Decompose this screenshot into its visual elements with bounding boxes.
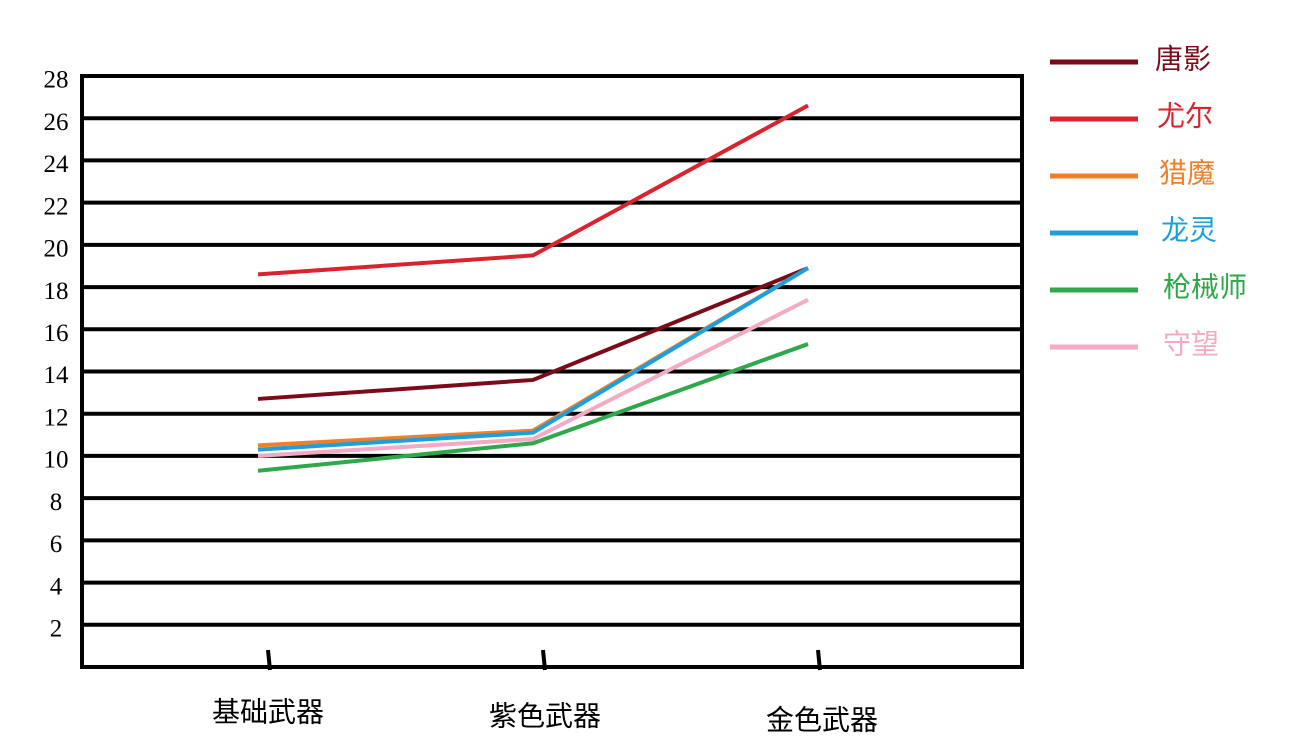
x-tick-label: 紫色武器	[489, 700, 601, 732]
y-tick-label: 4	[50, 573, 63, 600]
y-tick-label: 18	[44, 278, 69, 305]
y-tick-label: 26	[44, 109, 69, 136]
legend-label: 守望	[1163, 328, 1219, 360]
y-tick-label: 16	[44, 320, 69, 347]
x-tick-label: 基础武器	[212, 696, 324, 728]
line	[257, 266, 809, 401]
y-tick-label: 10	[44, 447, 69, 474]
legend-label: 猎魔	[1159, 157, 1215, 189]
y-tick-label: 2	[50, 616, 63, 643]
line	[257, 266, 810, 448]
legend-label: 唐影	[1155, 43, 1211, 75]
line	[257, 297, 809, 458]
y-tick-label: 28	[44, 67, 69, 94]
y-tick-label: 12	[44, 404, 69, 431]
y-tick-label: 20	[44, 236, 69, 263]
line	[257, 103, 809, 277]
x-tick	[541, 649, 547, 671]
y-tick-label: 8	[50, 489, 63, 516]
line	[257, 342, 809, 473]
y-tick-label: 24	[44, 151, 70, 178]
y-tick-label: 6	[50, 531, 63, 558]
line	[257, 266, 810, 452]
legend-label: 枪械师	[1163, 271, 1247, 303]
legend-label: 尤尔	[1157, 100, 1213, 132]
x-tick	[816, 649, 822, 671]
x-tick-label: 金色武器	[766, 704, 878, 736]
y-tick-label: 14	[44, 362, 70, 389]
x-tick	[266, 649, 272, 671]
y-tick-label: 22	[44, 193, 69, 220]
legend-label: 龙灵	[1161, 214, 1217, 246]
